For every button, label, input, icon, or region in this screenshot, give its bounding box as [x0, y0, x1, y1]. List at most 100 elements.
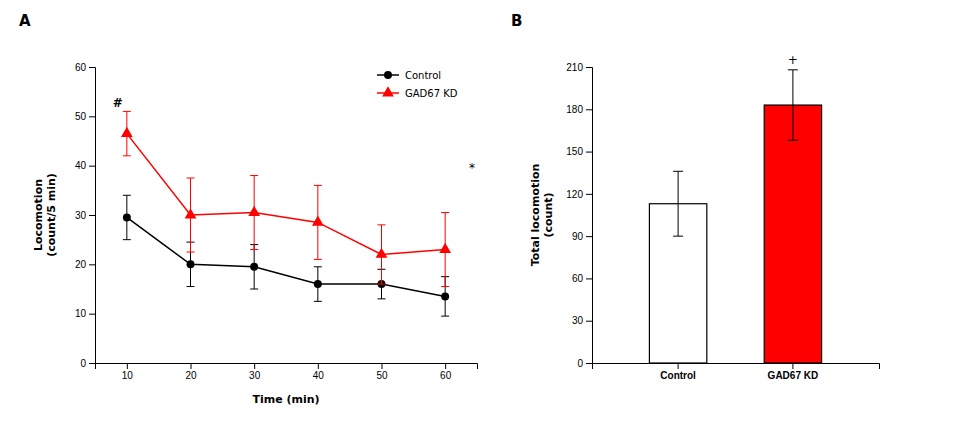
error-bar-cap [187, 252, 195, 253]
tick-label: 150 [566, 146, 583, 157]
tick-label: 40 [313, 370, 325, 381]
tick-mark [586, 67, 592, 68]
tick-mark [89, 215, 95, 216]
tick: 50 [75, 111, 95, 122]
error-bar-cap [378, 298, 386, 299]
y-axis: 0102030405060 [75, 62, 96, 369]
axis-title-line: Locomotion [32, 179, 45, 251]
error-bar-cap [314, 301, 322, 302]
error-bar-cap [673, 236, 683, 237]
tick-mark [89, 166, 95, 167]
panel-label: A [19, 12, 31, 30]
tick-mark [445, 363, 446, 369]
error-bar-cap [250, 289, 258, 290]
panel-a: 1020304050600102030405060Time (min)Locom… [32, 62, 477, 406]
tick-mark [382, 363, 383, 369]
tick-label: 20 [185, 370, 197, 381]
error-bar [788, 70, 798, 140]
marker [248, 206, 260, 216]
tick-label: Control [660, 370, 696, 381]
marker [250, 263, 258, 271]
tick-mark [586, 236, 592, 237]
marker [121, 127, 133, 137]
annotation: # [113, 96, 123, 110]
tick: GAD67 KD [768, 363, 819, 381]
tick-label: 60 [440, 370, 452, 381]
tick-label: 120 [566, 189, 583, 200]
tick: 180 [566, 104, 592, 115]
error-bar-cap [314, 259, 322, 260]
tick-label: 30 [75, 210, 87, 221]
error-bar-cap [187, 178, 195, 179]
tick-label: 210 [566, 62, 583, 73]
tick-label: 30 [572, 315, 584, 326]
error-bar-cap [788, 69, 798, 70]
tick-label: 30 [249, 370, 261, 381]
line [127, 217, 445, 296]
axis-title-line: (count/5 min) [45, 173, 58, 257]
tick-mark [586, 321, 592, 322]
tick-mark [586, 109, 592, 110]
series [123, 195, 449, 316]
tick: 30 [75, 210, 95, 221]
tick-mark [89, 363, 95, 364]
annotation: + [788, 53, 798, 67]
plot-area [649, 70, 821, 363]
chart: 1020304050600102030405060Time (min)Locom… [0, 0, 955, 422]
tick-label: 10 [75, 308, 87, 319]
marker [441, 292, 449, 300]
series [121, 111, 451, 286]
tick: 0 [577, 358, 592, 369]
error-bar-cap [441, 212, 449, 213]
error-bar-cap [123, 111, 131, 112]
tick: Control [660, 363, 696, 381]
tick: 150 [566, 146, 592, 157]
error-bar-cap [673, 171, 683, 172]
tick-label: 180 [566, 104, 583, 115]
error-bar-cap [187, 286, 195, 287]
error-bar [673, 171, 683, 236]
tick: 120 [566, 189, 592, 200]
error-bar [314, 267, 322, 302]
tick: 40 [75, 160, 95, 171]
error-bar-cap [314, 266, 322, 267]
tick: 20 [185, 363, 197, 381]
error-bar-cap [250, 249, 258, 250]
tick-label: 0 [577, 358, 583, 369]
tick-mark [586, 278, 592, 279]
marker [376, 248, 388, 258]
legend-symbol [382, 86, 394, 96]
tick: 30 [572, 315, 592, 326]
tick: 90 [572, 231, 592, 242]
axis-line [89, 68, 96, 364]
marker [187, 260, 195, 268]
plot-area [121, 111, 451, 316]
tick: 60 [75, 62, 95, 73]
bar [764, 105, 821, 363]
error-bar-cap [123, 239, 131, 240]
tick-mark [678, 363, 679, 369]
panel-label: B [511, 12, 522, 30]
tick-label: 0 [80, 358, 86, 369]
x-axis: Control GAD67 KD [593, 363, 880, 381]
axis-title: Total locomotion(count) [529, 164, 555, 267]
tick: 50 [376, 363, 388, 381]
axis-title-line: (count) [542, 192, 555, 237]
axis-title: Locomotion(count/5 min) [32, 173, 58, 257]
error-bar-cap [378, 284, 386, 285]
tick: 10 [75, 308, 95, 319]
marker [123, 213, 131, 221]
tick-mark [792, 363, 793, 369]
marker [312, 216, 324, 226]
tick-label: 10 [122, 370, 134, 381]
legend-label: GAD67 KD [405, 88, 458, 99]
error-bar-cap [123, 155, 131, 156]
legend-label: Control [405, 70, 441, 81]
error-bar-cap [441, 316, 449, 317]
tick-label: 60 [75, 62, 87, 73]
tick-mark [318, 363, 319, 369]
tick: 210 [566, 62, 592, 73]
error-bar [123, 195, 131, 239]
legend-symbol [384, 71, 392, 79]
tick-mark [586, 194, 592, 195]
